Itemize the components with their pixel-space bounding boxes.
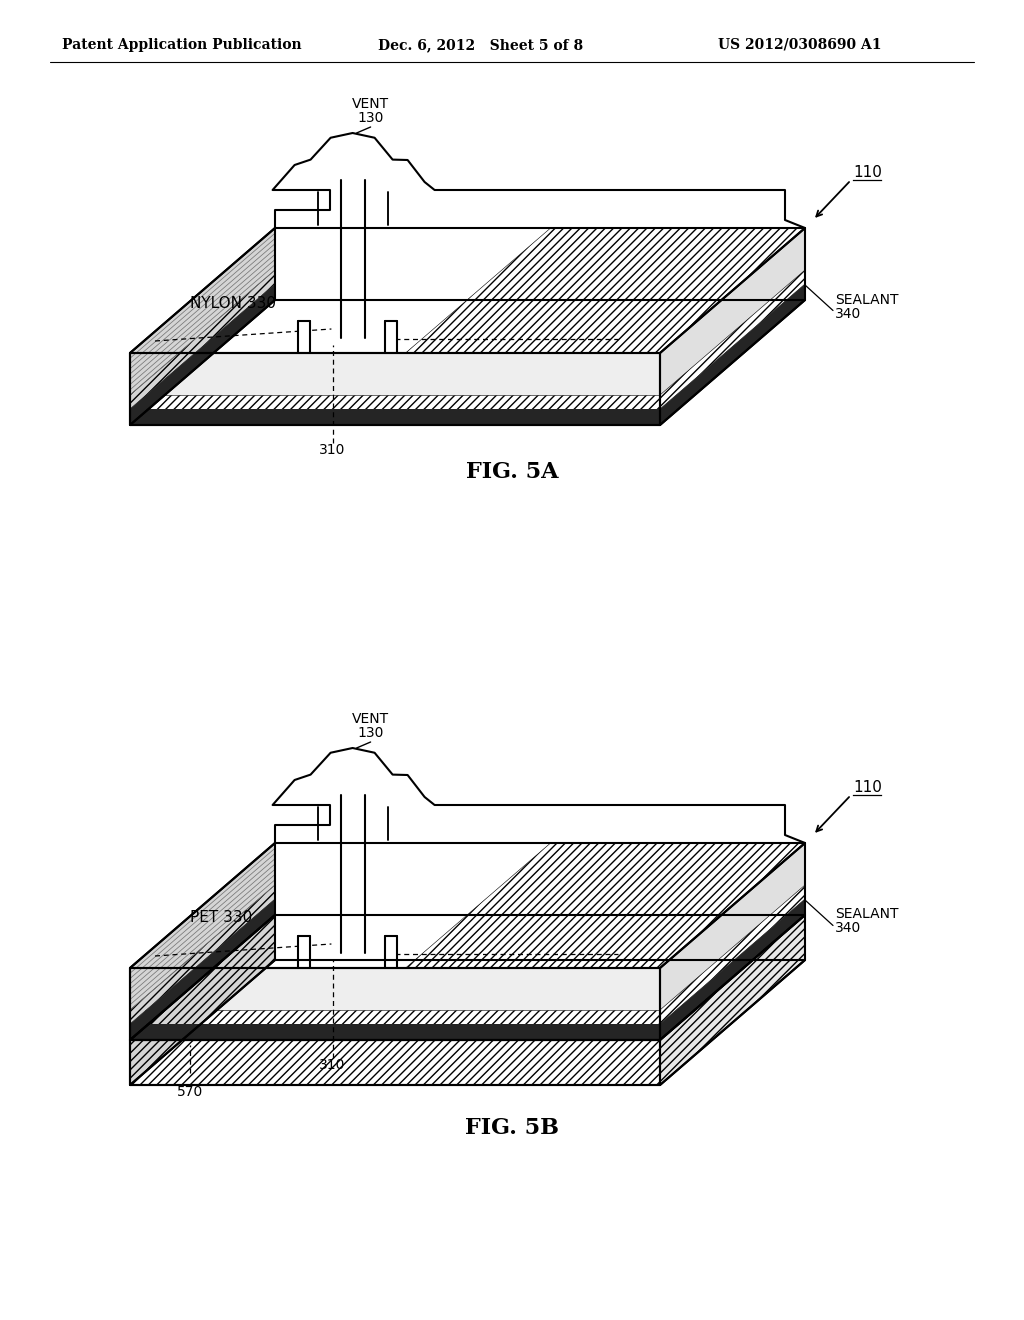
Text: 110: 110: [853, 165, 882, 180]
Polygon shape: [130, 915, 275, 1085]
Text: 570: 570: [177, 1085, 203, 1100]
Polygon shape: [385, 321, 396, 352]
Polygon shape: [130, 352, 660, 425]
Text: 130: 130: [357, 726, 384, 741]
Polygon shape: [660, 228, 805, 425]
Text: SEALANT: SEALANT: [835, 293, 898, 306]
Polygon shape: [406, 843, 805, 968]
Polygon shape: [130, 284, 275, 425]
Text: PET 330: PET 330: [190, 911, 252, 925]
Text: FIG. 5B: FIG. 5B: [465, 1117, 559, 1139]
Polygon shape: [660, 915, 805, 1085]
Text: FIG. 5A: FIG. 5A: [466, 461, 558, 483]
Polygon shape: [272, 748, 805, 843]
Polygon shape: [130, 884, 275, 1024]
Polygon shape: [130, 1040, 660, 1085]
Polygon shape: [660, 843, 805, 1040]
Text: 310: 310: [319, 1059, 346, 1072]
Polygon shape: [298, 321, 309, 352]
Text: SEALANT: SEALANT: [835, 908, 898, 921]
Polygon shape: [385, 936, 396, 968]
Polygon shape: [130, 899, 275, 1040]
Text: NYLON 330: NYLON 330: [190, 296, 276, 310]
Text: Dec. 6, 2012   Sheet 5 of 8: Dec. 6, 2012 Sheet 5 of 8: [378, 38, 583, 51]
Text: 340: 340: [835, 306, 861, 321]
Polygon shape: [130, 1010, 660, 1024]
Text: VENT: VENT: [352, 96, 389, 111]
Text: 110: 110: [853, 780, 882, 795]
Polygon shape: [660, 899, 805, 1040]
Polygon shape: [130, 395, 660, 409]
Polygon shape: [272, 133, 805, 228]
Polygon shape: [130, 409, 660, 425]
Polygon shape: [130, 1024, 660, 1040]
Polygon shape: [130, 843, 805, 968]
Polygon shape: [660, 884, 805, 1024]
Text: VENT: VENT: [352, 711, 389, 726]
Polygon shape: [130, 271, 275, 409]
Polygon shape: [130, 228, 275, 425]
Polygon shape: [660, 284, 805, 425]
Text: 340: 340: [835, 921, 861, 936]
Polygon shape: [130, 1040, 660, 1085]
Polygon shape: [660, 915, 805, 1085]
Polygon shape: [130, 228, 805, 352]
Text: Patent Application Publication: Patent Application Publication: [62, 38, 302, 51]
Polygon shape: [130, 843, 275, 1040]
Polygon shape: [130, 915, 275, 1085]
Polygon shape: [660, 271, 805, 409]
Text: US 2012/0308690 A1: US 2012/0308690 A1: [718, 38, 882, 51]
Polygon shape: [406, 228, 805, 352]
Polygon shape: [130, 968, 660, 1040]
Text: 310: 310: [319, 444, 346, 457]
Text: 130: 130: [357, 111, 384, 125]
Polygon shape: [298, 936, 309, 968]
